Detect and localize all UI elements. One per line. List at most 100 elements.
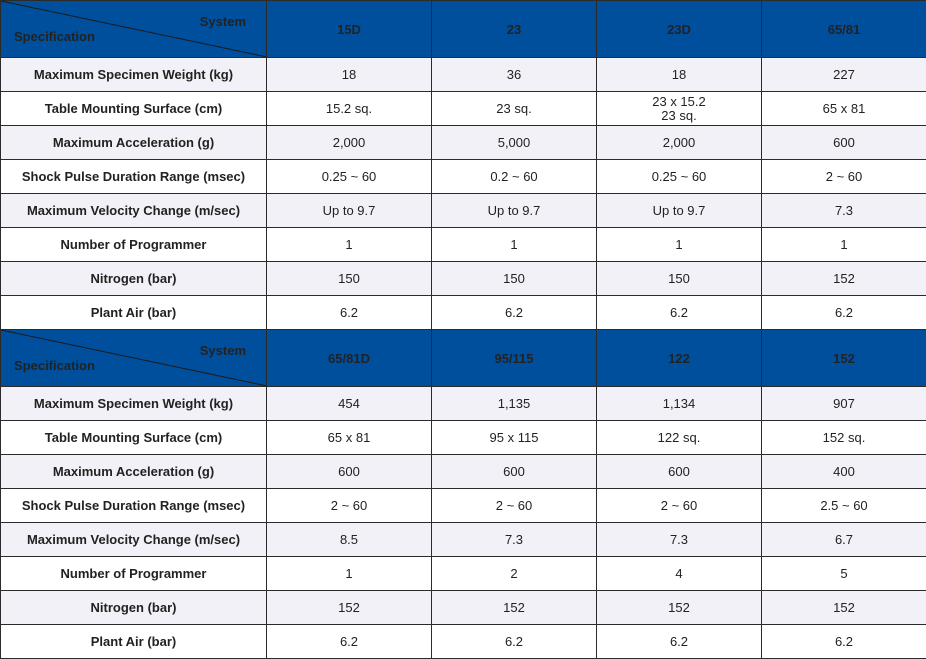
cell: 18 [597,58,762,92]
cell: 5,000 [432,126,597,160]
column-header: 23 [432,1,597,58]
column-header: 15D [267,1,432,58]
cell: 65 x 81 [267,421,432,455]
system-label: System [200,343,246,358]
cell: 6.2 [267,625,432,659]
row-label: Maximum Acceleration (g) [1,126,267,160]
cell: 2,000 [597,126,762,160]
cell: 0.25 ~ 60 [597,160,762,194]
cell: 0.2 ~ 60 [432,160,597,194]
cell: 95 x 115 [432,421,597,455]
cell-line: 23 x 15.2 [597,95,761,109]
cell: 1 [267,557,432,591]
cell: 150 [432,262,597,296]
row-label: Maximum Specimen Weight (kg) [1,58,267,92]
cell: 4 [597,557,762,591]
table-row: Maximum Velocity Change (m/sec) 8.5 7.3 … [1,523,926,557]
cell: 6.2 [762,625,926,659]
cell: 454 [267,387,432,421]
cell: 600 [597,455,762,489]
row-label: Plant Air (bar) [1,296,267,330]
cell: 2.5 ~ 60 [762,489,926,523]
column-header: 65/81 [762,1,926,58]
cell: 1 [432,228,597,262]
cell: 6.2 [432,625,597,659]
cell: 2 ~ 60 [432,489,597,523]
cell: 152 [762,262,926,296]
row-label: Nitrogen (bar) [1,591,267,625]
row-label: Number of Programmer [1,228,267,262]
cell: Up to 9.7 [432,194,597,228]
table-row: Maximum Acceleration (g) 2,000 5,000 2,0… [1,126,926,160]
column-header: 23D [597,1,762,58]
column-header: 65/81D [267,330,432,387]
cell-line: 23 sq. [597,109,761,123]
table-row: Shock Pulse Duration Range (msec) 2 ~ 60… [1,489,926,523]
specification-label: Specification [14,29,95,44]
cell: 2 ~ 60 [762,160,926,194]
header-row-1: System Specification 15D 23 23D 65/81 [1,1,926,58]
table-row: Maximum Specimen Weight (kg) 454 1,135 1… [1,387,926,421]
cell: 152 [597,591,762,625]
cell: 6.2 [762,296,926,330]
cell: 152 sq. [762,421,926,455]
cell: 7.3 [762,194,926,228]
cell: 6.2 [597,296,762,330]
cell: 7.3 [597,523,762,557]
row-label: Maximum Acceleration (g) [1,455,267,489]
cell: 400 [762,455,926,489]
cell: 1,135 [432,387,597,421]
cell: 150 [267,262,432,296]
table-row: Number of Programmer 1 1 1 1 [1,228,926,262]
system-label: System [200,14,246,29]
table-row: Table Mounting Surface (cm) 15.2 sq. 23 … [1,92,926,126]
row-label: Nitrogen (bar) [1,262,267,296]
cell: 907 [762,387,926,421]
table-row: Table Mounting Surface (cm) 65 x 81 95 x… [1,421,926,455]
row-label: Shock Pulse Duration Range (msec) [1,160,267,194]
cell: 600 [432,455,597,489]
cell: 0.25 ~ 60 [267,160,432,194]
cell: 6.2 [432,296,597,330]
row-label: Number of Programmer [1,557,267,591]
cell: 7.3 [432,523,597,557]
cell: 2 ~ 60 [267,489,432,523]
specification-label: Specification [14,358,95,373]
table-row: Maximum Acceleration (g) 600 600 600 400 [1,455,926,489]
cell: 122 sq. [597,421,762,455]
cell: 1 [597,228,762,262]
table-row: Nitrogen (bar) 152 152 152 152 [1,591,926,625]
cell: 23 x 15.2 23 sq. [597,92,762,126]
column-header: 152 [762,330,926,387]
cell: 6.2 [597,625,762,659]
cell: 65 x 81 [762,92,926,126]
row-label: Table Mounting Surface (cm) [1,92,267,126]
cell: 6.2 [267,296,432,330]
row-label: Maximum Specimen Weight (kg) [1,387,267,421]
cell: 227 [762,58,926,92]
table-row: Plant Air (bar) 6.2 6.2 6.2 6.2 [1,625,926,659]
cell: 5 [762,557,926,591]
table-row: Plant Air (bar) 6.2 6.2 6.2 6.2 [1,296,926,330]
header-row-2: System Specification 65/81D 95/115 122 1… [1,330,926,387]
row-label: Maximum Velocity Change (m/sec) [1,194,267,228]
cell: 150 [597,262,762,296]
cell: 23 sq. [432,92,597,126]
table-row: Shock Pulse Duration Range (msec) 0.25 ~… [1,160,926,194]
cell: 2,000 [267,126,432,160]
corner-cell: System Specification [1,330,267,387]
row-label: Table Mounting Surface (cm) [1,421,267,455]
row-label: Shock Pulse Duration Range (msec) [1,489,267,523]
cell: 152 [267,591,432,625]
cell: 6.7 [762,523,926,557]
cell: 18 [267,58,432,92]
row-label: Plant Air (bar) [1,625,267,659]
table-row: Number of Programmer 1 2 4 5 [1,557,926,591]
cell: Up to 9.7 [597,194,762,228]
corner-cell: System Specification [1,1,267,58]
cell: 600 [267,455,432,489]
table-row: Nitrogen (bar) 150 150 150 152 [1,262,926,296]
cell: 8.5 [267,523,432,557]
cell: 152 [762,591,926,625]
